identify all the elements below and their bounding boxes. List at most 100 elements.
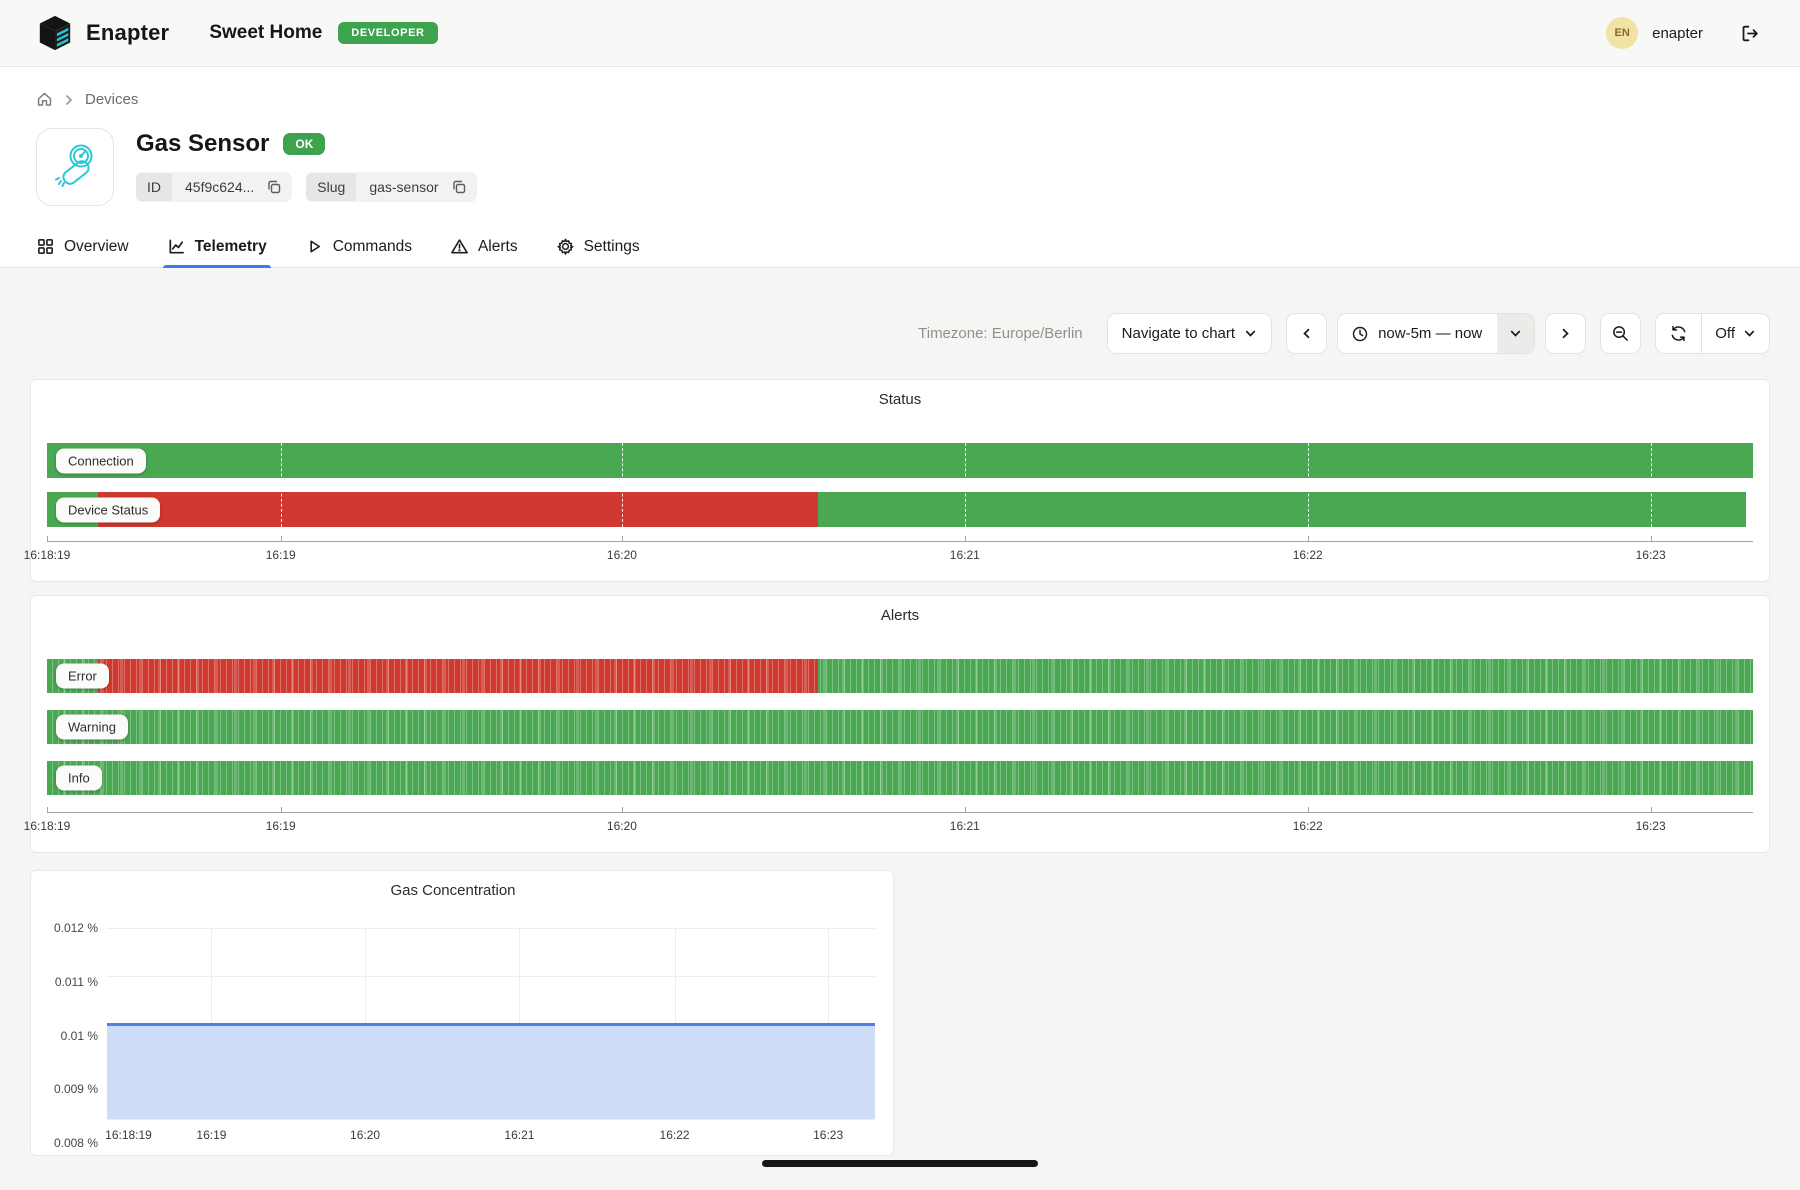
user-name: enapter	[1652, 24, 1703, 42]
chevron-down-icon	[1509, 327, 1522, 340]
logout-icon	[1739, 23, 1760, 44]
tab-label: Telemetry	[194, 237, 267, 255]
segment-ok	[818, 492, 1747, 527]
user-avatar[interactable]: EN	[1606, 17, 1639, 49]
alerts-timeline-chart[interactable]: Error Warning Info 16:18:19 16:19 16:20 16:21 1…	[24, 659, 1753, 838]
line-chart: 0.012 % 0.011 % 0.01 % 0.009 % 0.008 % 16:18:…	[31, 921, 875, 1150]
home-indicator[interactable]	[762, 1160, 1038, 1167]
copy-id-button[interactable]	[262, 175, 292, 199]
copy-icon	[451, 179, 467, 195]
page-title: Gas Sensor	[136, 130, 270, 157]
tab-label: Commands	[332, 237, 412, 255]
row-label: Error	[56, 663, 109, 689]
axis-tick-label: 16:18:19	[23, 819, 71, 833]
refresh-icon	[1669, 324, 1688, 343]
page-head-section: Devices Gas Sensor OK ID	[0, 67, 1800, 268]
chevron-down-icon	[1743, 327, 1756, 340]
time-shift-forward-button[interactable]	[1545, 313, 1587, 354]
time-range-select[interactable]	[1497, 314, 1535, 353]
id-chip-label: ID	[136, 173, 172, 201]
time-gridline	[1307, 443, 1309, 527]
axis-tick-label: 16:19	[265, 548, 296, 562]
navigate-to-chart-label: Navigate to chart	[1121, 325, 1236, 342]
row-label: Connection	[56, 448, 146, 473]
y-tick-label: 0.01 %	[60, 1028, 98, 1043]
chevron-right-icon	[1559, 327, 1572, 340]
y-tick-label: 0.008 %	[53, 1136, 98, 1150]
device-slug-chip: Slug gas-sensor	[306, 172, 477, 202]
tab-label: Alerts	[477, 237, 518, 255]
refresh-button-group: Off	[1655, 313, 1770, 354]
time-gridline	[1650, 443, 1652, 527]
x-tick-label: 16:20	[350, 1128, 381, 1142]
tab-commands[interactable]: Commands	[305, 226, 412, 267]
button-divider	[1701, 314, 1703, 353]
axis-tick-label: 16:23	[1635, 548, 1666, 562]
status-badge: OK	[283, 133, 326, 155]
zoom-out-button[interactable]	[1600, 313, 1642, 354]
time-gridline	[280, 443, 282, 527]
copy-slug-button[interactable]	[447, 175, 477, 199]
tab-telemetry[interactable]: Telemetry	[162, 226, 271, 268]
home-icon[interactable]	[36, 91, 53, 108]
y-axis-labels: 0.012 % 0.011 % 0.01 % 0.009 % 0.008 %	[31, 921, 107, 1150]
plot-area	[107, 928, 875, 1120]
segment-ok	[47, 443, 1753, 478]
plot-column: 16:18:19 16:19 16:20 16:21 16:22 16:23	[105, 928, 875, 1143]
row-label: Info	[56, 765, 102, 791]
slug-chip-value: gas-sensor	[369, 179, 439, 195]
refresh-interval-button[interactable]: Off	[1702, 314, 1769, 353]
h-gridline	[107, 1119, 875, 1120]
site-name: Sweet Home	[209, 22, 323, 43]
refresh-button[interactable]	[1656, 314, 1701, 353]
breadcrumb-item-devices[interactable]: Devices	[85, 91, 139, 108]
axis-tick	[47, 807, 48, 813]
y-tick-label: 0.009 %	[53, 1082, 98, 1097]
axis-tick	[280, 807, 282, 813]
segment-error	[98, 492, 819, 527]
timeline-rows: Error Warning Info	[47, 659, 1753, 795]
axis-tick-label: 16:21	[949, 819, 980, 833]
timeline-row: Warning	[47, 710, 1753, 744]
segment-error	[98, 659, 819, 693]
time-gridline	[621, 443, 623, 527]
zoom-out-icon	[1611, 324, 1630, 343]
time-range-button[interactable]: now-5m — now	[1337, 313, 1536, 354]
axis-tick-label: 16:20	[606, 548, 637, 562]
axis-tick-label: 16:19	[265, 819, 296, 833]
axis-tick	[1307, 536, 1309, 542]
gas-sensor-icon	[47, 139, 103, 195]
refresh-interval-label: Off	[1715, 325, 1735, 342]
status-timeline-chart[interactable]: Connection Device Status 16:18:19 16:19 16:2…	[24, 443, 1753, 567]
brand-logo[interactable]: Enapter	[36, 14, 169, 52]
segment-stripes	[47, 659, 1753, 693]
chart-toolbar: Timezone: Europe/Berlin Navigate to char…	[30, 268, 1770, 354]
device-id-chip: ID 45f9c624...	[136, 172, 293, 202]
axis-tick-label: 16:20	[606, 819, 637, 833]
timeline-row: Error	[47, 659, 1753, 693]
gas-concentration-chart-card: Gas Concentration 0.012 % 0.011 % 0.01 % 0.…	[30, 870, 894, 1156]
chevron-down-icon	[1244, 327, 1257, 340]
segment-ok	[47, 761, 1753, 795]
segment-ok	[818, 659, 1753, 693]
tab-bar: Overview Telemetry Commands	[0, 226, 1800, 268]
axis-tick-label: 16:21	[949, 548, 980, 562]
tab-settings[interactable]: Settings	[556, 226, 640, 267]
axis-tick	[1650, 807, 1652, 813]
chart-title: Alerts	[880, 607, 920, 624]
navigate-to-chart-button[interactable]: Navigate to chart	[1106, 313, 1273, 354]
axis-tick	[964, 536, 966, 542]
time-shift-back-button[interactable]	[1286, 313, 1328, 354]
axis-tick-label: 16:22	[1292, 548, 1323, 562]
enapter-logo-icon	[36, 14, 74, 52]
tab-alerts[interactable]: Alerts	[450, 226, 518, 267]
gear-icon	[556, 237, 575, 256]
series-fill	[107, 1023, 875, 1119]
gas-concentration-line-chart[interactable]: 0.012 % 0.011 % 0.01 % 0.009 % 0.008 % 16:18:…	[31, 921, 875, 1150]
axis-tick	[964, 807, 966, 813]
row-label: Device Status	[56, 497, 161, 522]
logout-button[interactable]	[1735, 19, 1764, 48]
status-chart-card: Status Connection Device Status 16:18:19 16…	[24, 379, 1770, 582]
developer-badge: DEVELOPER	[338, 22, 438, 44]
tab-overview[interactable]: Overview	[36, 226, 129, 267]
